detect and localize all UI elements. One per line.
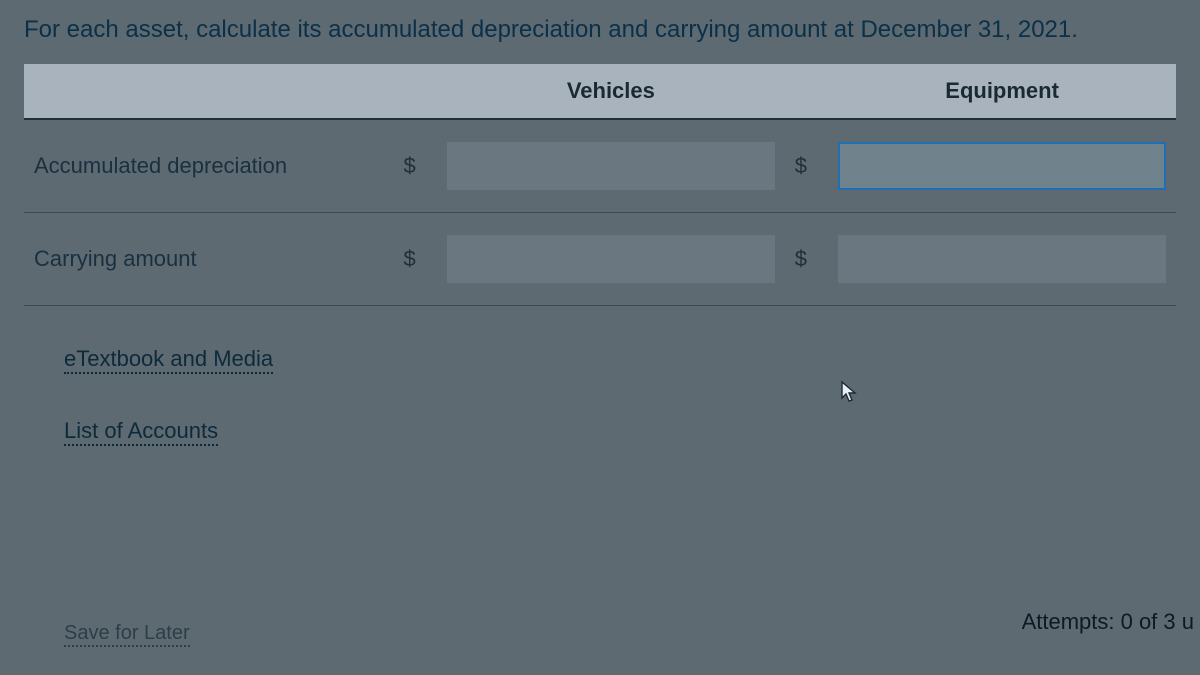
attempts-text: Attempts: 0 of 3 u [1022,609,1194,635]
list-accounts-link[interactable]: List of Accounts [64,418,218,446]
currency-symbol: $ [394,213,437,306]
depreciation-table: Vehicles Equipment Accumulated depreciat… [24,64,1176,306]
resource-links: eTextbook and Media List of Accounts [0,306,1200,490]
cell-vehicles-accum-dep [437,119,785,213]
row-label-accumulated-depreciation: Accumulated depreciation [24,119,394,213]
input-vehicles-accum-dep[interactable] [447,142,775,190]
cell-equipment-accum-dep [828,119,1176,213]
currency-symbol: $ [394,119,437,213]
input-equipment-carrying[interactable] [838,235,1166,283]
table-header-row: Vehicles Equipment [24,64,1176,119]
etextbook-link[interactable]: eTextbook and Media [64,346,273,374]
currency-symbol: $ [785,213,828,306]
table-row: Accumulated depreciation $ $ [24,119,1176,213]
input-equipment-accum-dep[interactable] [838,142,1166,190]
row-label-carrying-amount: Carrying amount [24,213,394,306]
input-vehicles-carrying[interactable] [447,235,775,283]
header-blank-sym2 [785,64,828,119]
table-row: Carrying amount $ $ [24,213,1176,306]
header-equipment: Equipment [828,64,1176,119]
depreciation-table-wrap: Vehicles Equipment Accumulated depreciat… [0,64,1200,306]
instruction-text: For each asset, calculate its accumulate… [0,0,1200,64]
cell-equipment-carrying [828,213,1176,306]
currency-symbol: $ [785,119,828,213]
header-blank [24,64,394,119]
header-blank-sym1 [394,64,437,119]
save-for-later-link[interactable]: Save for Later [64,622,190,647]
cell-vehicles-carrying [437,213,785,306]
header-vehicles: Vehicles [437,64,785,119]
